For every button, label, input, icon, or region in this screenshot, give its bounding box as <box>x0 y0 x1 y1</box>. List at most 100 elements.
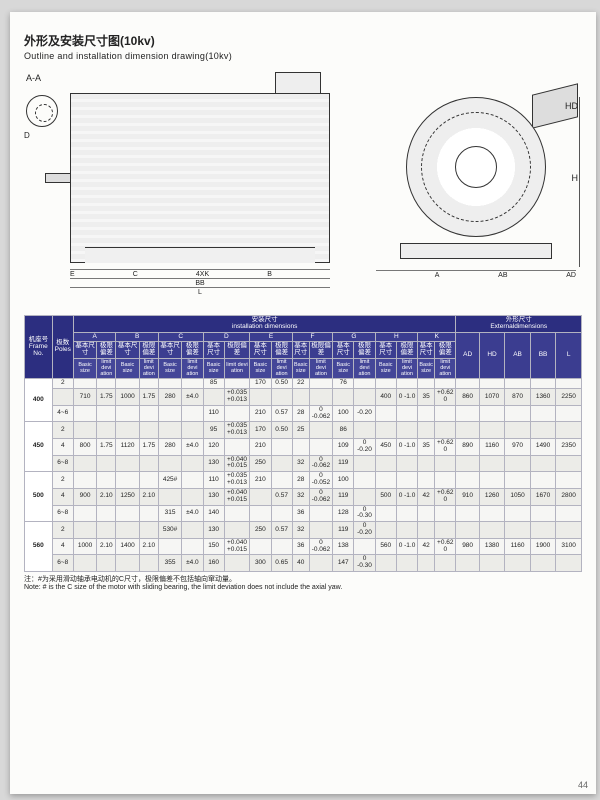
cell: 2.10 <box>139 488 158 505</box>
cell: 32 <box>292 455 309 472</box>
cell: 425# <box>158 472 181 489</box>
cell <box>418 555 435 572</box>
cell: 110 <box>203 472 224 489</box>
cell: 250 <box>250 455 271 472</box>
cell <box>224 439 250 456</box>
cell <box>139 555 158 572</box>
cell: 0 -0.052 <box>309 472 332 489</box>
cell: 890 <box>456 439 479 456</box>
cell <box>354 472 375 489</box>
cell: 0 -1.0 <box>396 389 417 406</box>
cell: 147 <box>333 555 354 572</box>
cell <box>530 422 556 439</box>
cell <box>435 405 456 422</box>
dim-l: L <box>198 289 202 296</box>
table-row: 6~8315±4.0140361280 -0.30 <box>25 505 582 522</box>
cell <box>182 488 203 505</box>
table-row: 410002.1014002.10150+0.040 +0.015360 -0.… <box>25 538 582 555</box>
cell: 0.50 <box>271 422 292 439</box>
cell: 280 <box>158 439 181 456</box>
cell: +0.62 0 <box>435 488 456 505</box>
cell: 35 <box>418 389 435 406</box>
cell <box>333 389 354 406</box>
cell: 400 <box>375 389 396 406</box>
dim-c: C <box>133 271 138 278</box>
cell <box>271 538 292 555</box>
hdr-frame: 机座号Frame No. <box>25 316 53 379</box>
cell <box>479 555 505 572</box>
cell: 0 -0.20 <box>354 522 375 539</box>
hdr-F: F <box>292 332 332 342</box>
cell: 1000 <box>116 389 139 406</box>
cell: +0.040 +0.015 <box>224 538 250 555</box>
cell <box>479 422 505 439</box>
cell <box>435 472 456 489</box>
terminal-box-side <box>275 72 321 94</box>
cell <box>435 522 456 539</box>
cell <box>530 455 556 472</box>
cell: 76 <box>333 379 354 389</box>
hdr-install: 安装尺寸installation dimensions <box>73 316 456 333</box>
section-aa-circle <box>26 95 58 127</box>
cell: 86 <box>333 422 354 439</box>
cell <box>530 472 556 489</box>
cell: 36 <box>292 505 309 522</box>
cell <box>396 472 417 489</box>
cell <box>418 505 435 522</box>
footnote: 注：#为采用滑动轴承电动机的C尺寸，极限偏差不包括轴向窜动量。 Note: # … <box>24 576 582 593</box>
poles-cell: 2 <box>52 472 73 489</box>
hdr-AD: AD <box>456 332 479 379</box>
cell <box>556 555 582 572</box>
cell <box>158 379 181 389</box>
cell: 1380 <box>479 538 505 555</box>
cell: 900 <box>73 488 96 505</box>
cell <box>97 455 116 472</box>
cell: 250 <box>250 522 271 539</box>
dim-4xk: 4XK <box>196 271 209 278</box>
cell <box>224 505 250 522</box>
cell: 0 -0.30 <box>354 505 375 522</box>
table-row: 48001.7511201.75280±4.01202101090 -0.204… <box>25 439 582 456</box>
cell: 280 <box>158 389 181 406</box>
cell: +0.62 0 <box>435 538 456 555</box>
hdr-L: L <box>556 332 582 379</box>
cell: 2.10 <box>97 488 116 505</box>
cell <box>530 505 556 522</box>
cell <box>271 389 292 406</box>
cell: +0.035 +0.013 <box>224 389 250 406</box>
cell <box>456 422 479 439</box>
hdr-C: C <box>158 332 203 342</box>
shaft <box>45 173 71 183</box>
cell <box>354 389 375 406</box>
side-view <box>70 93 330 263</box>
hdr-AB: AB <box>505 332 531 379</box>
cell <box>556 422 582 439</box>
cell <box>309 379 332 389</box>
cell: 0 -0.062 <box>309 488 332 505</box>
cell <box>224 522 250 539</box>
cell <box>375 555 396 572</box>
cell <box>354 488 375 505</box>
cell <box>139 505 158 522</box>
cell <box>116 405 139 422</box>
cell: 22 <box>292 379 309 389</box>
cell: 130 <box>203 522 224 539</box>
cell <box>456 522 479 539</box>
cell <box>73 522 96 539</box>
cell: 1360 <box>530 389 556 406</box>
cell <box>250 389 271 406</box>
footnote-en: Note: # is the C size of the motor with … <box>24 584 582 592</box>
cell <box>271 455 292 472</box>
cell <box>418 522 435 539</box>
hdr-E: E <box>250 332 293 342</box>
hdr-BB: BB <box>530 332 556 379</box>
motor-face <box>406 97 546 237</box>
table-row: 4~61102100.57280 -0.062100-0.20 <box>25 405 582 422</box>
cell: 170 <box>250 379 271 389</box>
poles-cell: 2 <box>52 379 73 389</box>
frame-cell: 450 <box>25 422 53 472</box>
side-dimensions: E C 4XK B BB L <box>70 269 330 297</box>
cell <box>375 455 396 472</box>
frame-cell: 560 <box>25 522 53 572</box>
cell <box>116 455 139 472</box>
